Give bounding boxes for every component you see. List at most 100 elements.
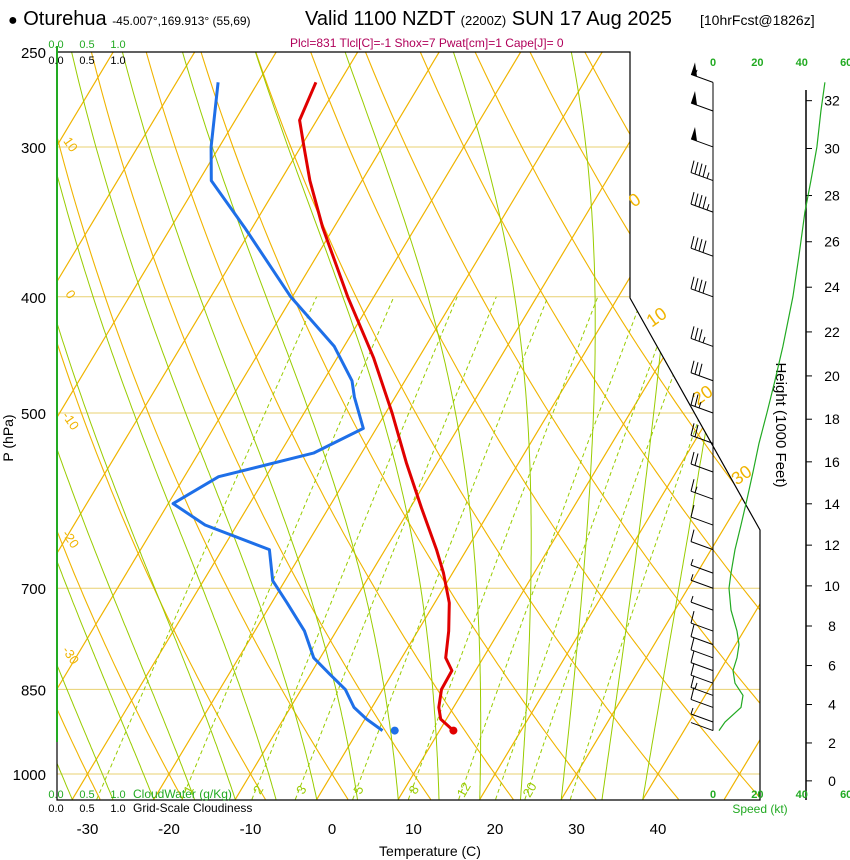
wind-barb xyxy=(690,91,714,112)
speed-bottom-tick-20: 20 xyxy=(751,789,763,801)
station-dot-icon: ● xyxy=(8,12,18,29)
height-tick-32: 32 xyxy=(824,93,840,109)
dry-adiabat--20 xyxy=(57,52,184,800)
dry-adiabat-10 xyxy=(85,52,432,800)
isotherm-40 xyxy=(642,52,760,800)
isotherm-0 xyxy=(316,52,760,800)
isotherm-label--10: -10 xyxy=(59,409,82,433)
temperature-tick-10: 10 xyxy=(405,821,422,838)
cloudiness-label: Grid-Scale Cloudiness xyxy=(133,801,252,815)
moist-adiabat-5 xyxy=(116,52,358,800)
height-tick-30: 30 xyxy=(824,141,840,157)
cloudwater-label: CloudWater (g/Kg) xyxy=(133,787,232,801)
utc-time: (2200Z) xyxy=(460,13,507,28)
isotherm--40 xyxy=(57,52,453,800)
height-tick-20: 20 xyxy=(824,368,840,384)
dry-adiabat-150 xyxy=(845,31,850,800)
mixing-ratio-0.4 xyxy=(96,296,318,800)
cloud-top-green-0: 0.0 xyxy=(48,39,63,51)
cloud-bottom-green-0: 0.0 xyxy=(48,789,63,801)
surface-temperature-marker xyxy=(449,726,458,735)
temperature-tick-30: 30 xyxy=(568,821,585,838)
temperature-tick--20: -20 xyxy=(158,821,180,838)
cloud-top-black-0: 0.0 xyxy=(48,55,63,67)
cloud-bottom-black-2: 1.0 xyxy=(110,803,125,815)
temperature-tick-20: 20 xyxy=(487,821,504,838)
wind-barb xyxy=(690,192,714,213)
isotherm--30 xyxy=(71,52,534,800)
height-tick-10: 10 xyxy=(824,578,840,594)
cloud-top-green-2: 1.0 xyxy=(110,39,125,51)
height-tick-28: 28 xyxy=(824,188,840,204)
wind-barb xyxy=(690,326,714,347)
wind-barb xyxy=(690,276,714,298)
cloud-top-black-1: 0.5 xyxy=(79,55,94,67)
forecast-label: [10hrFcst@1826z] xyxy=(700,12,815,28)
pressure-tick-1000: 1000 xyxy=(13,767,46,784)
wind-barb xyxy=(690,126,714,148)
mixing-ratio-label-12: 12 xyxy=(454,780,474,800)
dry-adiabat-50 xyxy=(302,52,760,800)
dry-adiabat-40 xyxy=(248,52,680,800)
mixing-ratio-12 xyxy=(458,296,644,800)
isotherm-10 xyxy=(397,52,760,800)
wind-barb xyxy=(690,687,714,708)
wind-barb xyxy=(690,479,714,500)
isotherm--50 xyxy=(57,52,371,800)
valid-date: SUN 17 Aug 2025 xyxy=(511,8,672,30)
moist-adiabat--10 xyxy=(57,52,236,800)
dry-adiabat-label-30: 30 xyxy=(728,461,756,489)
height-tick-24: 24 xyxy=(824,279,840,295)
isotherm-label--20: -20 xyxy=(59,527,82,551)
station-coords: -45.007°,169.913° (55,69) xyxy=(112,14,251,28)
speed-profile xyxy=(718,82,826,731)
isotherm--20 xyxy=(153,52,616,800)
speed-top-tick-0: 0 xyxy=(710,57,716,69)
wind-barb xyxy=(690,529,714,551)
cloud-top-green-1: 0.5 xyxy=(79,39,94,51)
mixing-ratio-1 xyxy=(181,296,395,800)
moist-adiabat-30 xyxy=(560,52,596,800)
temperature-tick--30: -30 xyxy=(77,821,99,838)
pressure-tick-500: 500 xyxy=(21,406,46,423)
dry-adiabat-label-0: 0 xyxy=(625,189,645,211)
wind-barb xyxy=(690,707,714,723)
wind-barb xyxy=(690,624,714,646)
wind-barb xyxy=(690,663,714,684)
isotherm-30 xyxy=(560,52,760,800)
isotherm-label-10: 10 xyxy=(60,134,81,154)
speed-bottom-tick-0: 0 xyxy=(710,789,716,801)
dewpoint-trace xyxy=(171,82,384,732)
moist-adiabat--5 xyxy=(57,52,277,800)
wind-barb xyxy=(690,62,714,83)
height-axis-title: Height (1000 Feet) xyxy=(772,362,789,487)
moist-adiabat-25 xyxy=(445,52,532,800)
speed-top-tick-60: 60 xyxy=(840,57,850,69)
height-tick-8: 8 xyxy=(828,618,836,634)
wind-barb xyxy=(690,392,714,414)
mixing-ratio-5 xyxy=(352,296,549,800)
height-tick-18: 18 xyxy=(824,411,840,427)
temperature-tick--10: -10 xyxy=(240,821,262,838)
moist-adiabat-0 xyxy=(66,52,318,800)
height-tick-2: 2 xyxy=(828,735,836,751)
moist-adiabat--20 xyxy=(57,52,155,800)
temperature-trace xyxy=(298,81,455,732)
x-axis-title: Temperature (C) xyxy=(379,843,481,859)
dry-adiabat-80 xyxy=(464,52,760,800)
mixing-ratio-2 xyxy=(251,296,458,800)
wind-barb xyxy=(690,650,714,672)
wind-barb xyxy=(690,504,714,526)
height-tick-6: 6 xyxy=(828,658,836,674)
wind-barb xyxy=(690,160,714,182)
dry-adiabat-20 xyxy=(139,52,514,800)
wind-barb xyxy=(690,360,714,382)
isotherm-label-0: 0 xyxy=(62,287,78,302)
mixing-ratio-3 xyxy=(294,296,497,800)
dry-adiabat--10 xyxy=(57,52,266,800)
wind-barb xyxy=(690,236,714,257)
plot-frame xyxy=(56,46,807,801)
pressure-tick-850: 850 xyxy=(21,682,46,699)
